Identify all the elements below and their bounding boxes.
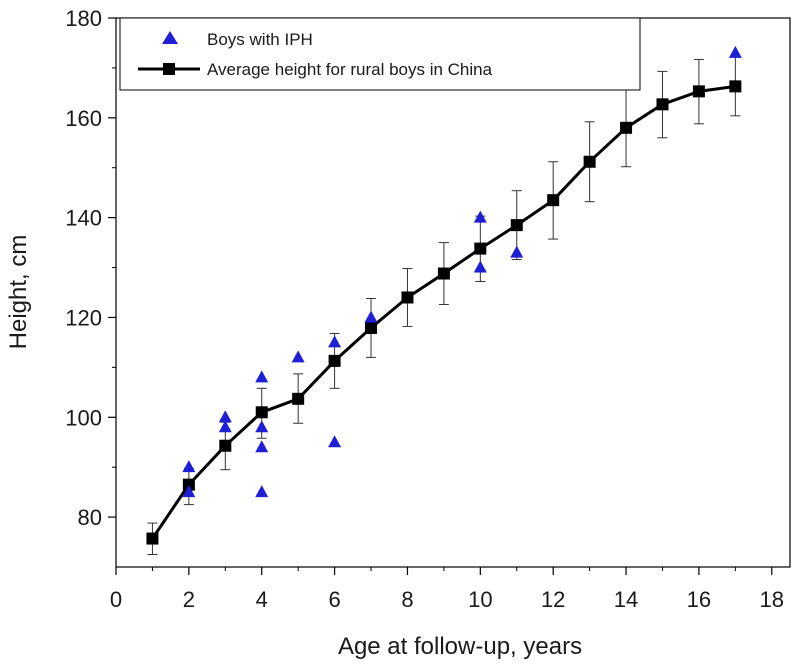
legend-label-average: Average height for rural boys in China: [207, 60, 493, 79]
average-height-line: [151, 84, 736, 540]
y-tick-label: 100: [65, 405, 102, 430]
average-height-point: [510, 219, 523, 232]
average-height-line-path: [151, 84, 736, 540]
y-tick-label: 180: [65, 6, 102, 31]
x-axis-title: Age at follow-up, years: [338, 633, 582, 660]
legend-box: [119, 17, 641, 91]
iph-point: [328, 335, 342, 348]
plot-frame: [115, 17, 791, 568]
iph-point: [291, 350, 305, 363]
x-tick-label: 18: [760, 587, 784, 612]
legend-item-average: Average height for rural boys in China: [138, 60, 493, 79]
average-height-point: [255, 406, 268, 419]
average-height-point: [437, 267, 450, 280]
error-bars: [147, 55, 741, 556]
x-axis: 0 2 4 6 8 10 12 14 16 18: [110, 567, 784, 612]
iph-point: [510, 245, 524, 258]
y-tick-label: 120: [65, 305, 102, 330]
x-tick-label: 16: [687, 587, 711, 612]
average-height-point: [692, 85, 705, 98]
y-axis: 80 100 120 140 160 180: [65, 6, 116, 530]
average-height-point: [182, 478, 195, 491]
x-tick-label: 14: [614, 587, 638, 612]
x-tick-label: 0: [110, 587, 122, 612]
legend-square-marker: [163, 63, 175, 75]
iph-point: [218, 420, 232, 433]
iph-point: [182, 460, 196, 473]
average-height-point: [583, 155, 596, 168]
iph-point: [728, 45, 742, 58]
y-tick-label: 80: [78, 505, 102, 530]
average-height-point: [547, 194, 560, 207]
iph-point: [473, 260, 487, 273]
iph-point: [473, 210, 487, 223]
plot-border: [115, 17, 791, 568]
average-height-point: [620, 121, 633, 134]
legend-label-iph: Boys with IPH: [207, 30, 313, 49]
x-tick-label: 12: [541, 587, 565, 612]
average-height-point: [292, 392, 305, 405]
iph-point: [218, 410, 232, 423]
y-tick-label: 160: [65, 106, 102, 131]
iph-point: [328, 435, 342, 448]
y-tick-label: 140: [65, 206, 102, 231]
y-axis-title: Height, cm: [5, 235, 32, 350]
x-tick-label: 2: [183, 587, 195, 612]
average-height-point: [729, 80, 742, 93]
iph-point: [364, 310, 378, 323]
average-height-point: [219, 439, 232, 452]
legend-triangle-marker: [162, 31, 178, 44]
average-height-point: [365, 321, 378, 334]
iph-point: [255, 420, 269, 433]
legend: Boys with IPH Average height for rural b…: [119, 17, 641, 91]
iph-point: [255, 440, 269, 453]
average-height-point: [146, 532, 159, 545]
x-tick-label: 8: [401, 587, 413, 612]
legend-item-iph: Boys with IPH: [162, 30, 313, 49]
average-height-point: [656, 98, 669, 111]
x-tick-label: 10: [468, 587, 492, 612]
iph-point: [255, 485, 269, 498]
average-height-point: [328, 354, 341, 367]
average-height-markers: [146, 80, 742, 545]
iph-points: [182, 45, 742, 498]
average-height-point: [401, 291, 414, 304]
average-height-point: [474, 242, 487, 255]
iph-point: [255, 370, 269, 383]
x-tick-label: 6: [328, 587, 340, 612]
x-tick-label: 4: [256, 587, 268, 612]
iph-point: [182, 485, 196, 498]
